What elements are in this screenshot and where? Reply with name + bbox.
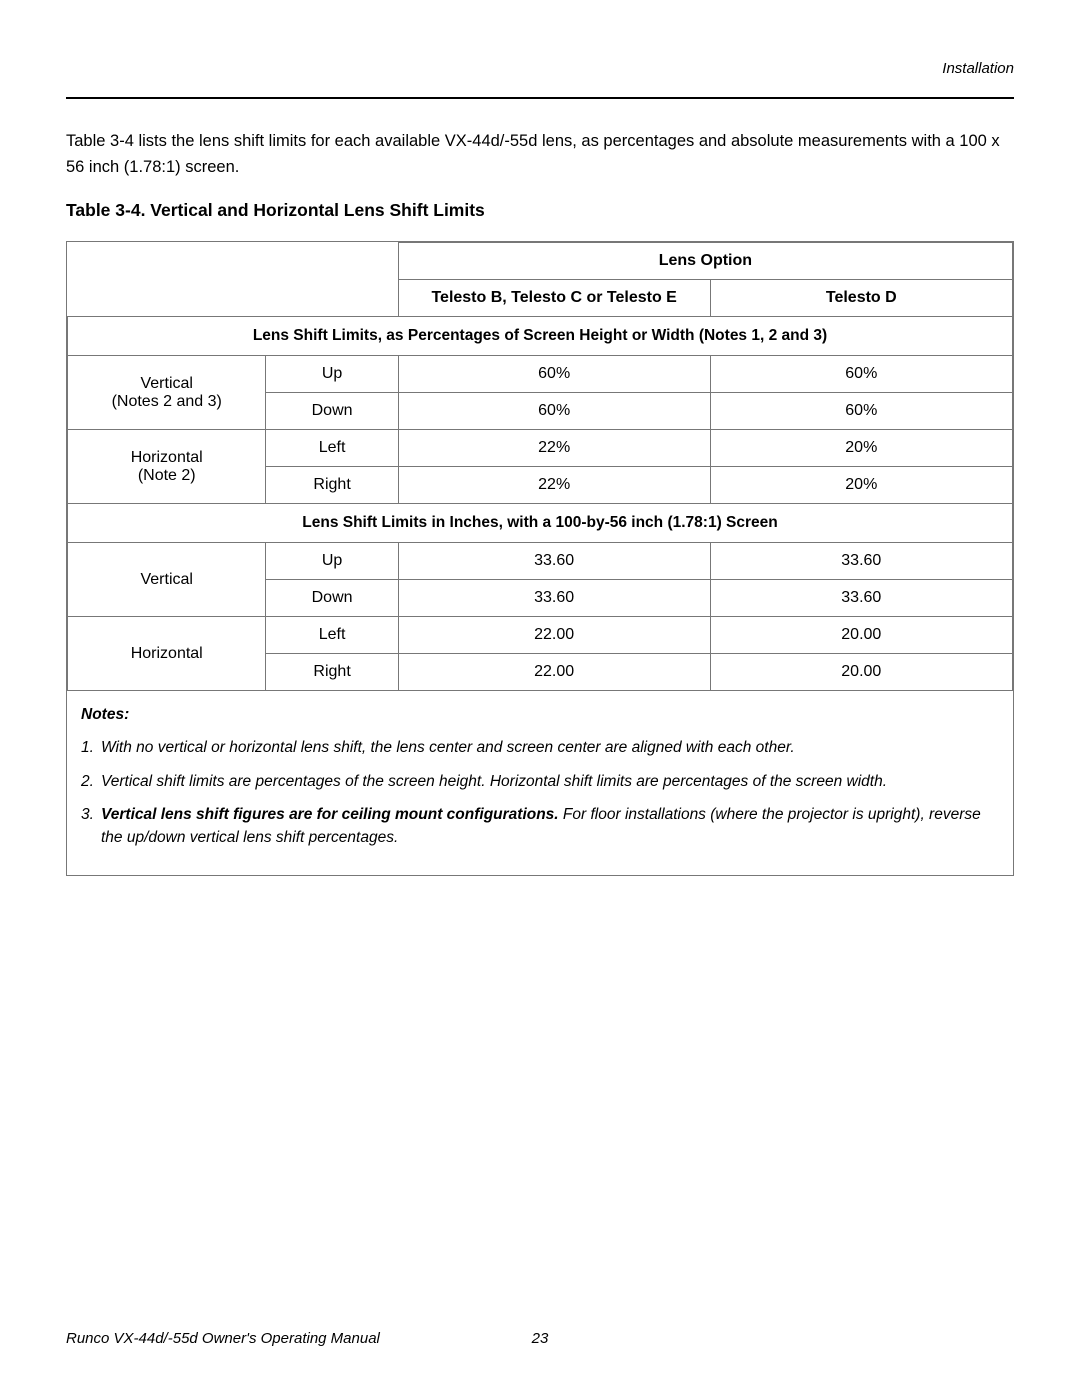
note-item: 2. Vertical shift limits are percentages… (81, 770, 999, 793)
category-sublabel: (Note 2) (138, 467, 196, 484)
value-cell: 33.60 (398, 580, 710, 617)
footer-manual-title: Runco VX-44d/-55d Owner's Operating Manu… (66, 1330, 380, 1347)
direction-cell: Left (266, 430, 398, 467)
table-row: Horizontal Left 22.00 20.00 (68, 617, 1013, 654)
row-category-horizontal-pct: Horizontal (Note 2) (68, 430, 266, 504)
value-cell: 22.00 (398, 654, 710, 691)
value-cell: 60% (710, 393, 1012, 430)
notes-title: Notes: (81, 703, 999, 726)
direction-cell: Left (266, 617, 398, 654)
value-cell: 20% (710, 430, 1012, 467)
page-footer: Runco VX-44d/-55d Owner's Operating Manu… (66, 1330, 1014, 1347)
lens-option-header: Lens Option (398, 243, 1012, 280)
table-row: Horizontal (Note 2) Left 22% 20% (68, 430, 1013, 467)
col-header-telesto-d: Telesto D (710, 280, 1012, 317)
direction-cell: Down (266, 580, 398, 617)
category-label: Horizontal (131, 449, 203, 466)
value-cell: 33.60 (710, 543, 1012, 580)
row-category-vertical-in: Vertical (68, 543, 266, 617)
row-category-vertical-pct: Vertical (Notes 2 and 3) (68, 356, 266, 430)
section-header-percentages: Lens Shift Limits, as Percentages of Scr… (68, 317, 1013, 356)
note-item: 1. With no vertical or horizontal lens s… (81, 736, 999, 759)
value-cell: 22% (398, 430, 710, 467)
value-cell: 60% (398, 356, 710, 393)
value-cell: 22% (398, 467, 710, 504)
col-header-telesto-bce: Telesto B, Telesto C or Telesto E (398, 280, 710, 317)
value-cell: 33.60 (710, 580, 1012, 617)
table-container: Lens Option Telesto B, Telesto C or Tele… (66, 241, 1014, 876)
value-cell: 20.00 (710, 617, 1012, 654)
row-category-horizontal-in: Horizontal (68, 617, 266, 691)
empty-corner (68, 243, 399, 317)
value-cell: 60% (710, 356, 1012, 393)
direction-cell: Up (266, 356, 398, 393)
section-header-inches: Lens Shift Limits in Inches, with a 100-… (68, 504, 1013, 543)
footer-page-number: 23 (532, 1330, 549, 1347)
direction-cell: Right (266, 654, 398, 691)
direction-cell: Right (266, 467, 398, 504)
table-row: Vertical Up 33.60 33.60 (68, 543, 1013, 580)
note-item: 3. Vertical lens shift figures are for c… (81, 803, 999, 850)
notes-block: Notes: 1. With no vertical or horizontal… (67, 691, 1013, 875)
category-label: Vertical (140, 375, 192, 392)
direction-cell: Down (266, 393, 398, 430)
intro-paragraph: Table 3-4 lists the lens shift limits fo… (66, 129, 1014, 180)
section-header: Installation (66, 60, 1014, 77)
table-row: Vertical (Notes 2 and 3) Up 60% 60% (68, 356, 1013, 393)
note-number: 2. (81, 770, 101, 793)
note-bold: Vertical lens shift figures are for ceil… (101, 806, 559, 823)
value-cell: 20% (710, 467, 1012, 504)
value-cell: 20.00 (710, 654, 1012, 691)
value-cell: 60% (398, 393, 710, 430)
header-rule (66, 97, 1014, 99)
note-number: 3. (81, 803, 101, 850)
value-cell: 33.60 (398, 543, 710, 580)
lens-shift-table: Lens Option Telesto B, Telesto C or Tele… (67, 242, 1013, 691)
direction-cell: Up (266, 543, 398, 580)
note-text: Vertical shift limits are percentages of… (101, 770, 999, 793)
note-text: Vertical lens shift figures are for ceil… (101, 803, 999, 850)
table-title: Table 3-4. Vertical and Horizontal Lens … (66, 200, 1014, 221)
category-sublabel: (Notes 2 and 3) (112, 393, 222, 410)
note-text: With no vertical or horizontal lens shif… (101, 736, 999, 759)
value-cell: 22.00 (398, 617, 710, 654)
note-number: 1. (81, 736, 101, 759)
